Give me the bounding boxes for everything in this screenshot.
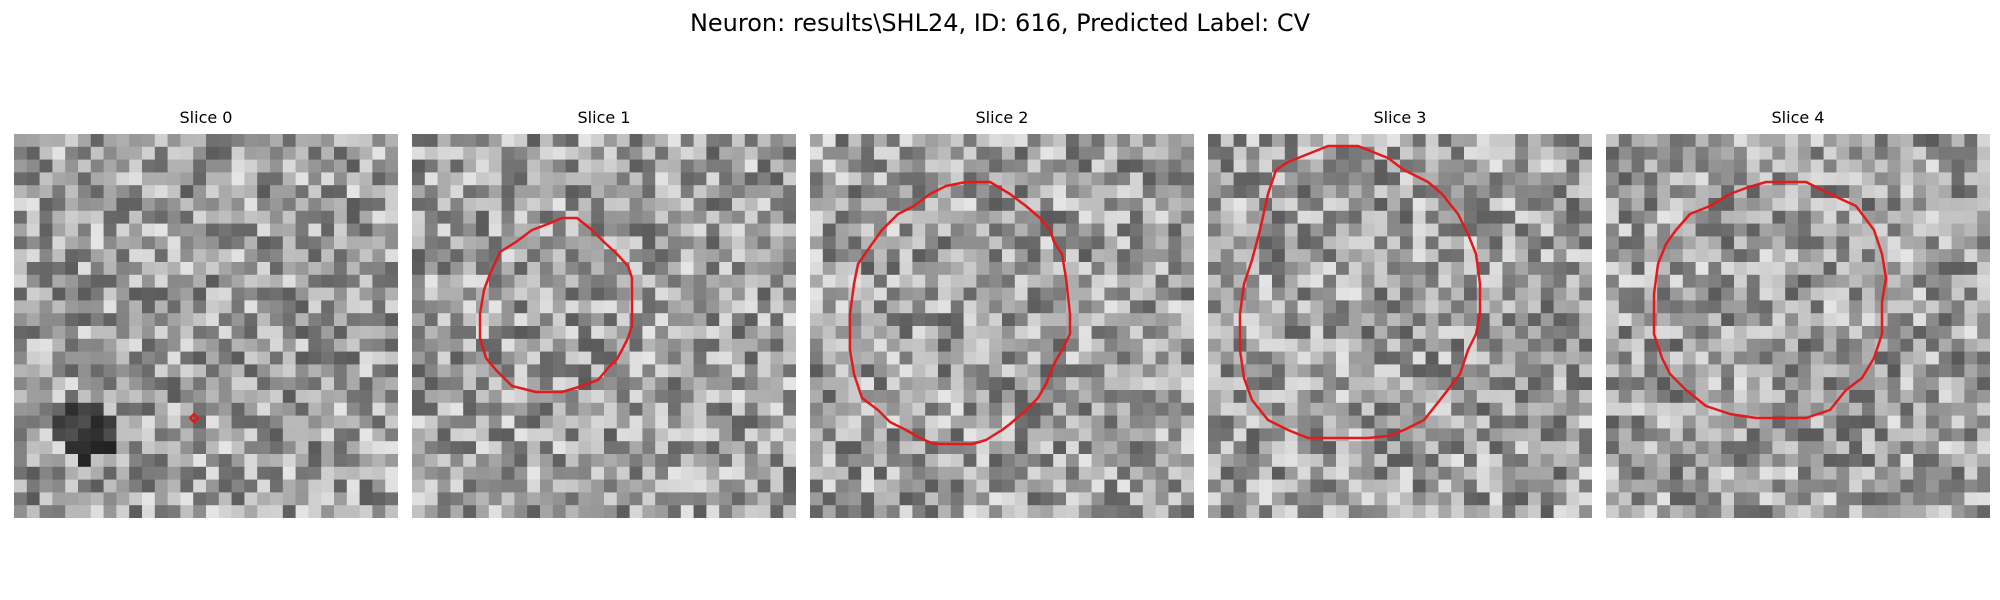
- slice-title-4: Slice 4: [1771, 108, 1825, 127]
- slice-image-2: [810, 134, 1194, 518]
- contour-outline-1: [478, 216, 634, 394]
- contour-outline-3: [1238, 144, 1482, 440]
- slice-title-1: Slice 1: [577, 108, 631, 127]
- slice-image-4: [1606, 134, 1990, 518]
- slice-pixels-1: [412, 134, 796, 518]
- slice-image-3: [1208, 134, 1592, 518]
- slice-title-3: Slice 3: [1373, 108, 1427, 127]
- slice-pixels-2: [810, 134, 1194, 518]
- slice-pixels-4: [1606, 134, 1990, 518]
- slice-pixels-3: [1208, 134, 1592, 518]
- slice-title-2: Slice 2: [975, 108, 1029, 127]
- slice-panel-0: Slice 0: [14, 108, 398, 518]
- contour-outline-0: [188, 412, 200, 424]
- slice-image-0: [14, 134, 398, 518]
- slice-title-0: Slice 0: [179, 108, 233, 127]
- slice-panel-4: Slice 4: [1606, 108, 1990, 518]
- slice-panel-1: Slice 1: [412, 108, 796, 518]
- contour-outline-2: [848, 180, 1072, 446]
- slice-pixels-0: [14, 134, 398, 518]
- slice-panel-3: Slice 3: [1208, 108, 1592, 518]
- figure-title: Neuron: results\SHL24, ID: 616, Predicte…: [689, 9, 1311, 37]
- slice-image-1: [412, 134, 796, 518]
- contour-outline-4: [1652, 180, 1888, 420]
- slice-panel-2: Slice 2: [810, 108, 1194, 518]
